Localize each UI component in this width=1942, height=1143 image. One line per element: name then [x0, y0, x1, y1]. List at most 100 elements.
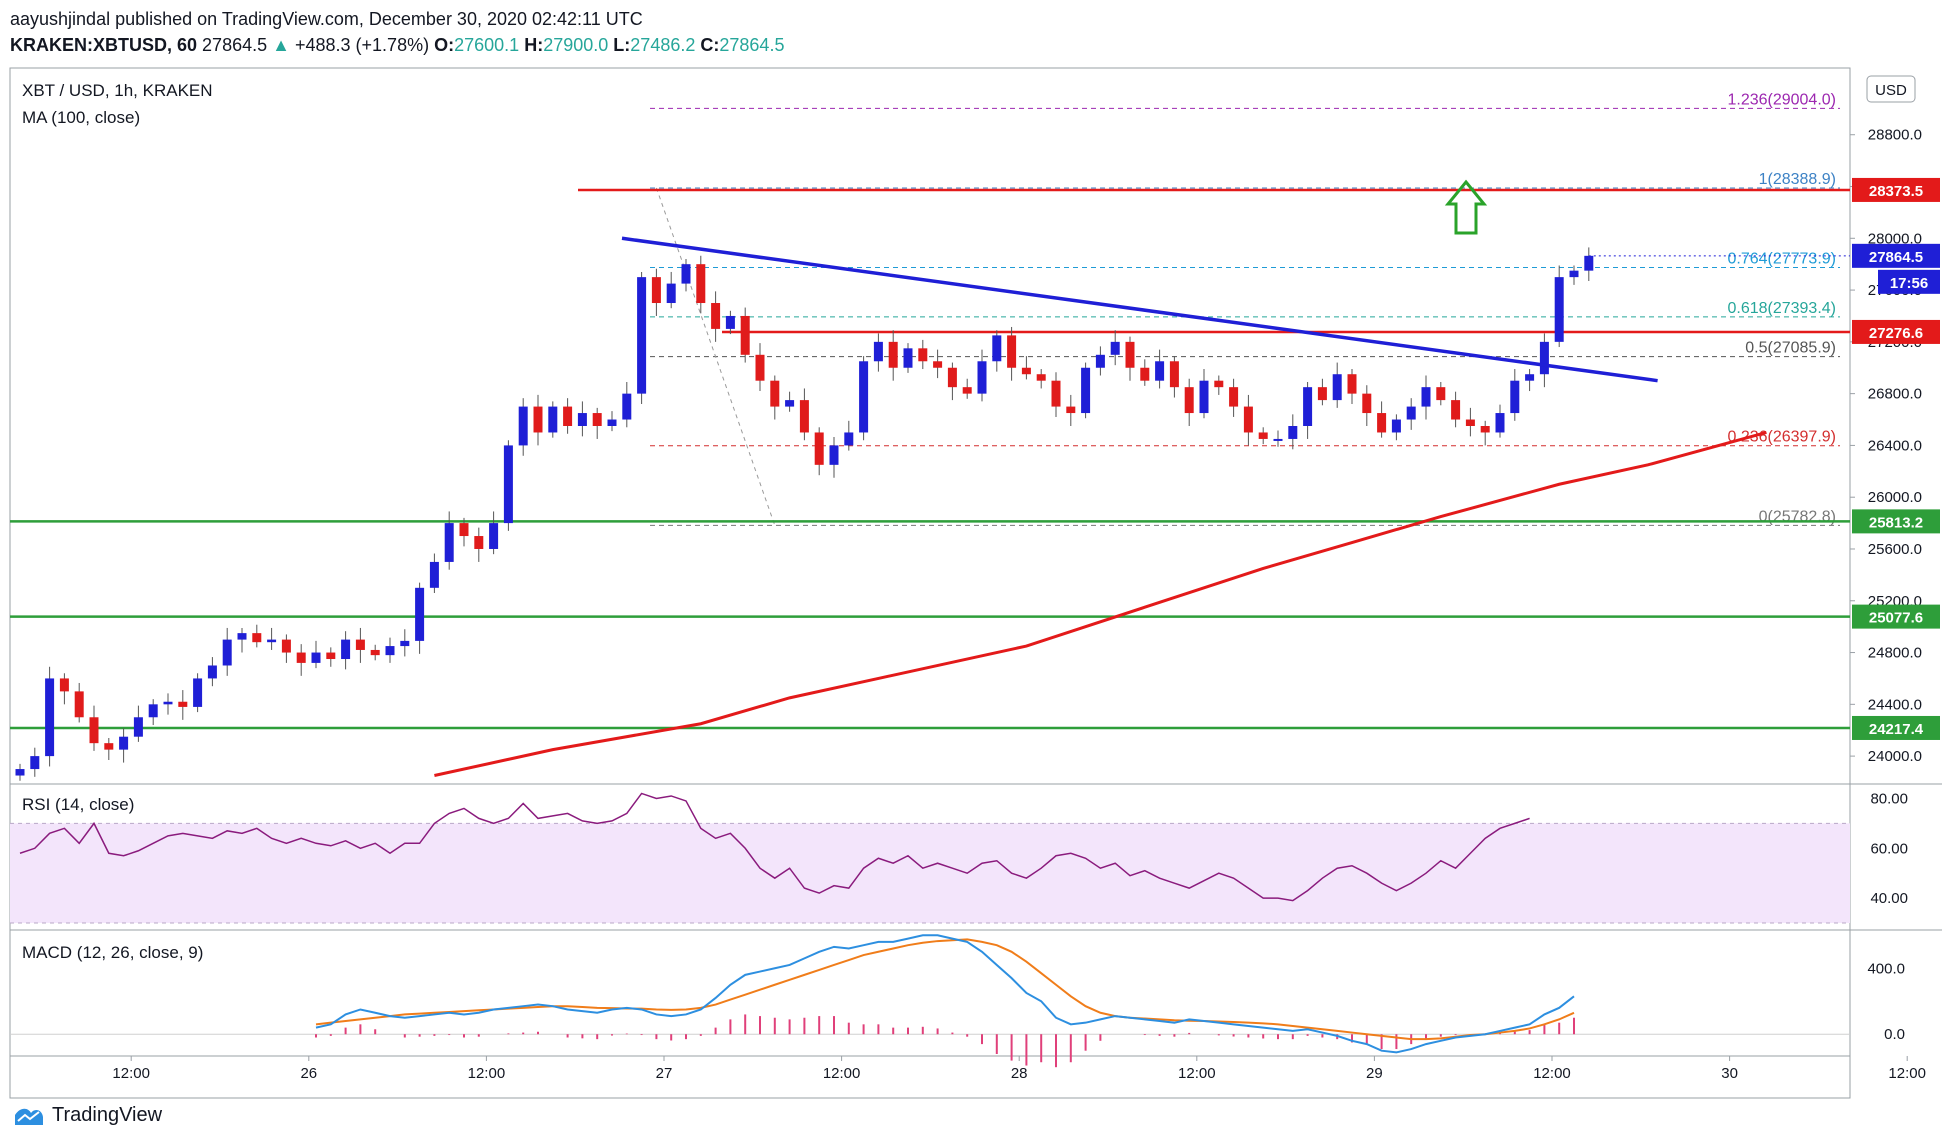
candle-up [577, 413, 587, 426]
candle-up [15, 769, 25, 776]
resistance-price-tag-bg [1852, 319, 1940, 344]
candle-down [1258, 432, 1268, 439]
low-label: L: [613, 35, 631, 55]
support-price-tag-bg [1852, 509, 1940, 534]
candle-up [992, 335, 1002, 362]
macd-lines [10, 934, 1850, 1068]
candle-down [1184, 387, 1194, 414]
fib-level-label: 0.618(27393.4) [1727, 300, 1836, 317]
candle-up [1303, 387, 1313, 426]
time-axis: 12:00 26 12:00 27 12:00 28 12:00 29 12:00 30 12:00… [112, 1056, 1926, 1082]
candle-up [133, 717, 143, 737]
candle-up [1391, 419, 1401, 433]
candle-up [785, 400, 795, 407]
candle-down [1451, 400, 1461, 420]
time-tick-label: 12:00 [1888, 1065, 1926, 1082]
support-price-tag-bg [1852, 604, 1940, 629]
candle-down [651, 277, 661, 304]
candle-up [1155, 361, 1165, 381]
rsi-band [10, 822, 1850, 924]
candle-up [607, 419, 617, 426]
candle-up [977, 361, 987, 394]
candle-up [1495, 413, 1505, 433]
symbol-ohlc-line: KRAKEN:XBTUSD, 60 27864.5 ▲ +488.3 (+1.7… [10, 32, 784, 58]
candle-up [400, 640, 410, 647]
candle-down [1021, 367, 1031, 375]
fib-level-label: 0.236(26397.9) [1727, 429, 1836, 446]
time-tick-label: 29 [1366, 1065, 1383, 1082]
currency-label: USD [1875, 82, 1907, 99]
macd-tick-label: 400.0 [1867, 960, 1905, 977]
footer-brand: TradingView [14, 1104, 162, 1127]
candle-down [474, 536, 484, 549]
candle-up [548, 406, 558, 433]
brand-name: TradingView [52, 1104, 163, 1126]
candle-up [829, 445, 839, 465]
candle-down [59, 678, 69, 692]
candle-down [296, 652, 306, 663]
rsi-tick-label: 60.00 [1870, 840, 1908, 857]
candle-up [489, 523, 499, 549]
candle-down [814, 432, 824, 465]
horizontal-levels [10, 188, 1850, 730]
time-tick-label: 30 [1721, 1065, 1738, 1082]
candle-down [1036, 374, 1046, 381]
fib-level-label: 0.5(27085.9) [1745, 340, 1836, 357]
candle-down [1465, 419, 1475, 426]
time-tick-label: 28 [1011, 1065, 1028, 1082]
candle-up [873, 341, 883, 362]
price-tick-label: 28000.0 [1868, 230, 1922, 247]
candle-up [725, 315, 735, 329]
candle-down [696, 264, 706, 304]
open-value: 27600.1 [454, 35, 520, 55]
fib-level-label: 0.764(27773.9) [1727, 251, 1836, 268]
chart-frame [9, 67, 1851, 1099]
candle-down [1169, 361, 1179, 388]
trend-line [621, 236, 1658, 383]
candle-up [1288, 426, 1298, 439]
macd-legend: MACD (12, 26, close, 9) [22, 943, 203, 962]
candle-up [1095, 354, 1105, 368]
high-value: 27900.0 [543, 35, 609, 55]
candle-up [311, 652, 321, 663]
candle-up [207, 665, 217, 679]
candle-up [385, 646, 395, 656]
descending-trend-line [621, 236, 1658, 383]
currency-badge[interactable] [1866, 75, 1916, 103]
candle-down [1243, 406, 1253, 433]
candle-up [1554, 277, 1564, 342]
rsi-legend: RSI (14, close) [22, 795, 134, 814]
candle-down [592, 413, 602, 426]
price-tick-label: 24000.0 [1868, 748, 1922, 765]
high-label: H: [524, 35, 544, 55]
fib-level-label: 0(25782.8) [1759, 508, 1836, 525]
candle-down [178, 701, 188, 707]
candle-up [859, 361, 869, 433]
candle-up [429, 561, 439, 588]
candle-down [1007, 335, 1017, 368]
time-tick-label: 12:00 [1533, 1065, 1571, 1082]
candle-down [74, 691, 84, 718]
rsi-band-fill [10, 823, 1850, 924]
countdown-tag-bg [1878, 269, 1940, 294]
candle-down [1317, 387, 1327, 401]
candle-up [844, 432, 854, 446]
close-value: 27864.5 [719, 35, 785, 55]
candle-down [89, 717, 99, 744]
candle-down [711, 303, 721, 329]
price-change: +488.3 (+1.78%) [294, 35, 430, 55]
candle-up [1199, 380, 1209, 414]
candle-up [903, 348, 913, 368]
candle-up [222, 639, 232, 666]
price-tick-label: 24400.0 [1868, 696, 1922, 713]
candle-up [681, 264, 691, 284]
tradingview-logo-icon [15, 1108, 43, 1125]
support-price-tag: 24217.4 [1869, 721, 1924, 738]
change-arrow-icon: ▲ [272, 35, 290, 55]
candle-down [459, 523, 469, 537]
candle-up [666, 283, 676, 304]
candle-up [1539, 341, 1549, 375]
price-tick-label: 25600.0 [1868, 541, 1922, 558]
resistance-price-tag: 28373.5 [1869, 183, 1923, 200]
